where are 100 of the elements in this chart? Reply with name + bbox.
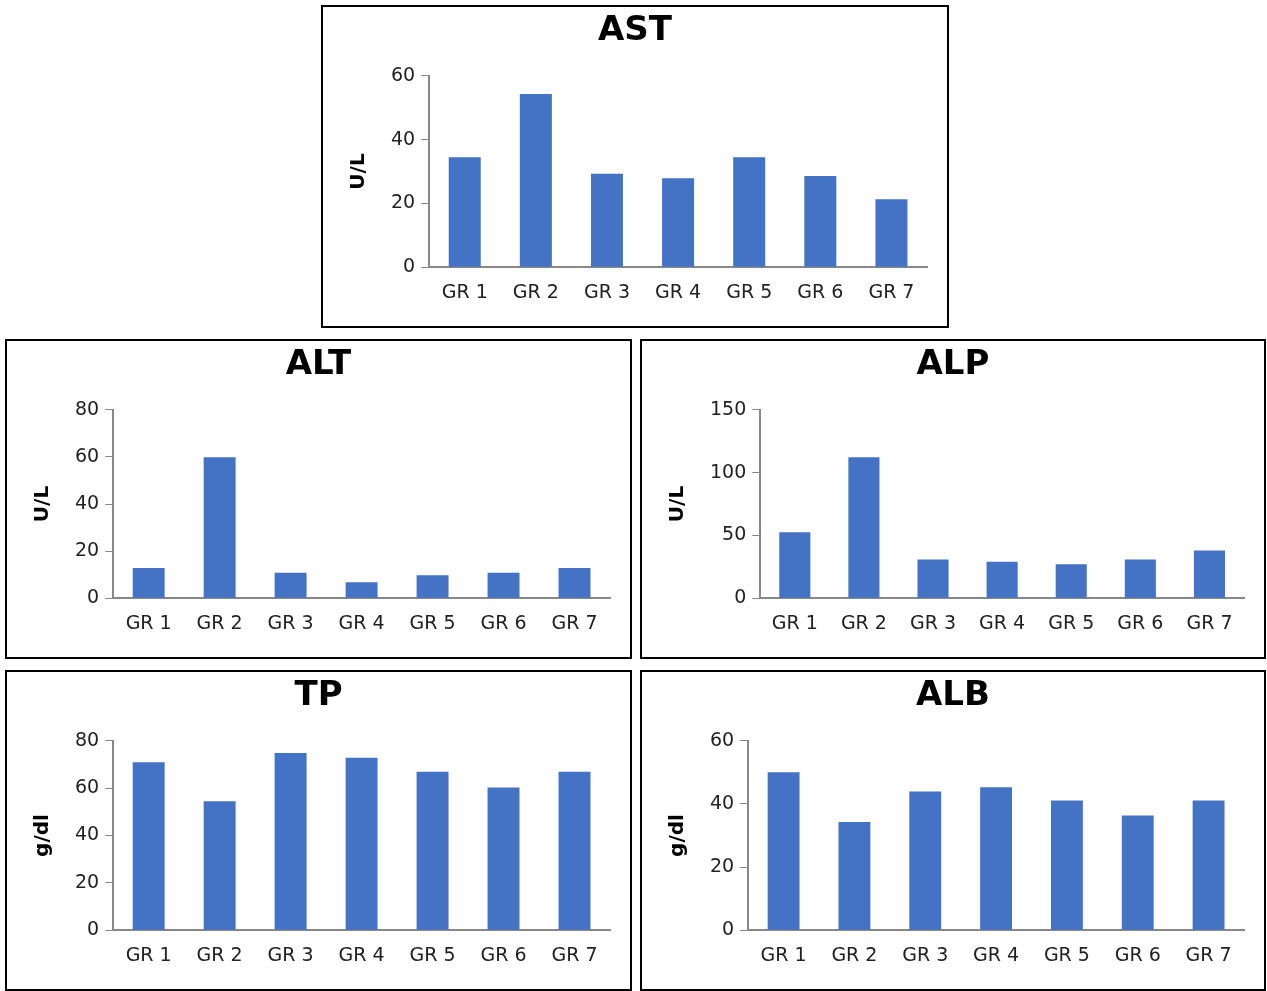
y-axis-title: U/L	[345, 153, 370, 190]
x-tick-label: GR 6	[480, 942, 527, 965]
x-tick-label: GR 3	[902, 942, 949, 965]
bar	[804, 175, 837, 267]
bar	[487, 572, 520, 598]
y-tick-label: 40	[390, 126, 416, 149]
bar	[416, 575, 449, 598]
x-tick-label: GR 5	[1043, 942, 1090, 965]
x-tick-label: GR 3	[267, 610, 314, 633]
x-tick-label: GR 4	[338, 610, 385, 633]
x-tick-label: GR 1	[760, 942, 807, 965]
bar	[274, 753, 307, 930]
bar	[487, 787, 520, 930]
bar	[345, 582, 378, 598]
x-tick-label: GR 4	[973, 942, 1020, 965]
bar	[203, 801, 236, 930]
bar	[1121, 815, 1154, 930]
bar	[132, 762, 165, 930]
y-tick-label: 0	[87, 585, 100, 608]
y-tick-label: 80	[74, 727, 100, 750]
x-tick-label: GR 5	[409, 942, 456, 965]
y-tick-label: 60	[390, 62, 416, 85]
y-tick-label: 60	[74, 443, 100, 466]
x-tick-label: GR 4	[655, 279, 702, 302]
y-tick-label: 0	[87, 917, 100, 940]
bar	[1055, 564, 1087, 598]
bar	[986, 561, 1018, 598]
bar	[519, 93, 552, 267]
y-tick-label: 0	[734, 585, 747, 608]
bar	[1193, 550, 1225, 598]
x-tick-label: GR 5	[409, 610, 456, 633]
chart-title: ALT	[285, 342, 353, 383]
x-tick-label: GR 7	[1186, 610, 1233, 633]
x-tick-label: GR 1	[771, 610, 818, 633]
x-tick-label: GR 2	[196, 610, 243, 633]
x-tick-label: GR 7	[868, 279, 915, 302]
bar	[980, 787, 1013, 930]
x-tick-label: GR 7	[551, 942, 598, 965]
y-axis-title: U/L	[664, 485, 689, 523]
chart-title: ALP	[916, 342, 990, 383]
bar	[767, 772, 800, 930]
x-tick-label: GR 2	[831, 942, 878, 965]
chart-title: ALB	[916, 673, 990, 714]
x-tick-label: GR 2	[512, 279, 559, 302]
y-axis-title: g/dl	[29, 814, 54, 857]
bar	[448, 157, 481, 267]
y-axis-title: U/L	[29, 485, 54, 523]
x-tick-label: GR 6	[1117, 610, 1164, 633]
x-tick-label: GR 6	[797, 279, 844, 302]
x-tick-label: GR 1	[441, 279, 488, 302]
y-tick-label: 60	[74, 775, 100, 798]
y-tick-label: 0	[403, 254, 416, 277]
chart-title: AST	[598, 8, 673, 49]
y-tick-label: 150	[710, 396, 747, 419]
y-tick-label: 20	[74, 538, 100, 561]
chart-title: TP	[294, 673, 343, 714]
x-tick-label: GR 2	[196, 942, 243, 965]
bar	[1050, 800, 1083, 930]
bar	[590, 173, 623, 267]
x-tick-label: GR 4	[979, 610, 1026, 633]
x-tick-label: GR 6	[480, 610, 527, 633]
x-tick-label: GR 3	[910, 610, 957, 633]
y-tick-label: 40	[74, 490, 100, 513]
y-tick-label: 40	[74, 822, 100, 845]
bar	[733, 157, 766, 267]
bar	[132, 568, 165, 598]
bar	[1192, 800, 1225, 930]
x-tick-label: GR 7	[551, 610, 598, 633]
bar	[345, 757, 378, 930]
x-tick-label: GR 5	[726, 279, 773, 302]
x-tick-label: GR 4	[338, 942, 385, 965]
bar	[779, 532, 811, 598]
y-tick-label: 60	[709, 727, 735, 750]
bar	[909, 791, 942, 930]
y-tick-label: 0	[722, 917, 735, 940]
y-axis-title: g/dl	[664, 814, 689, 857]
y-tick-label: 20	[390, 190, 416, 213]
bar	[875, 199, 908, 267]
bar	[558, 568, 591, 598]
x-tick-label: GR 1	[125, 942, 172, 965]
bar	[558, 771, 591, 930]
x-tick-label: GR 3	[267, 942, 314, 965]
bar	[203, 457, 236, 598]
x-tick-label: GR 6	[1114, 942, 1161, 965]
y-tick-label: 80	[74, 396, 100, 419]
bar	[848, 457, 880, 598]
bar	[274, 572, 307, 598]
x-tick-label: GR 2	[840, 610, 887, 633]
y-tick-label: 100	[710, 459, 747, 482]
x-tick-label: GR 7	[1185, 942, 1232, 965]
y-tick-label: 20	[709, 854, 735, 876]
bar	[838, 821, 871, 930]
x-tick-label: GR 1	[125, 610, 172, 633]
bar	[416, 771, 449, 930]
x-tick-label: GR 3	[583, 279, 630, 302]
y-tick-label: 20	[74, 869, 100, 892]
bar	[1124, 559, 1156, 598]
y-tick-label: 50	[722, 522, 747, 545]
bar	[662, 178, 695, 267]
y-tick-label: 40	[709, 790, 735, 813]
